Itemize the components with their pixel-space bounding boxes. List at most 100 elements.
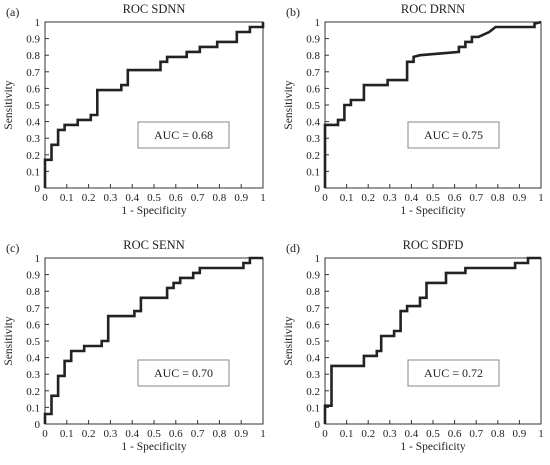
panel-letter: (b) xyxy=(286,5,300,19)
y-axis-label: Sensitivity xyxy=(3,316,15,365)
y-tick-label: 0.7 xyxy=(26,303,40,315)
chart-title: ROC DRNN xyxy=(401,2,465,16)
x-tick-label: 0.1 xyxy=(60,192,74,204)
roc-curve xyxy=(323,256,541,424)
x-tick-label: 0.3 xyxy=(383,428,397,440)
y-tick-label: 0.3 xyxy=(306,133,320,145)
x-tick-label: 0.6 xyxy=(448,428,462,440)
y-tick-label: 0.9 xyxy=(26,34,40,46)
x-tick-label: 0.2 xyxy=(361,428,375,440)
chart-title: ROC SDNN xyxy=(123,2,186,16)
x-tick-label: 0.7 xyxy=(469,192,483,204)
y-tick-label: 0.9 xyxy=(306,34,320,46)
x-tick-label: 0.4 xyxy=(125,192,139,204)
x-tick-label: 0.1 xyxy=(340,192,354,204)
y-tick-label: 0 xyxy=(315,419,321,431)
auc-box xyxy=(137,359,230,387)
x-tick-label: 0.1 xyxy=(340,428,354,440)
auc-label: AUC = 0.70 xyxy=(154,366,213,380)
x-axis-label: 1 - Specificity xyxy=(400,441,465,453)
y-tick-label: 0.5 xyxy=(26,336,40,348)
y-tick-label: 0.2 xyxy=(306,150,320,162)
x-tick-label: 0 xyxy=(42,192,48,204)
roc-panel-1: (a) ROC SDNN 0 0.1 0.2 0.3 0.4 0.5 0.6 0.7 0.8 0.9 1… xyxy=(3,2,266,217)
y-tick-label: 0.6 xyxy=(26,319,40,331)
y-tick-label: 0 xyxy=(35,183,41,195)
x-tick-label: 0.9 xyxy=(513,428,527,440)
auc-label: AUC = 0.68 xyxy=(154,128,213,142)
y-tick-label: 0.4 xyxy=(26,117,40,129)
x-tick-label: 0 xyxy=(322,428,328,440)
x-tick-label: 0.9 xyxy=(234,428,248,440)
x-tick-label: 0.2 xyxy=(82,192,96,204)
plot-frame xyxy=(44,21,264,189)
y-tick-label: 0.7 xyxy=(306,303,320,315)
y-tick-label: 0.3 xyxy=(26,133,40,145)
x-tick-label: 1 xyxy=(260,428,266,440)
x-tick-label: 0.4 xyxy=(125,428,139,440)
y-tick-label: 0.1 xyxy=(26,166,40,178)
x-tick-label: 0.7 xyxy=(191,192,205,204)
x-axis-label: 1 - Specificity xyxy=(400,205,465,217)
x-tick-label: 0.8 xyxy=(491,428,505,440)
y-tick-label: 0.3 xyxy=(26,369,40,381)
x-tick-label: 1 xyxy=(260,192,266,204)
y-tick-label: 0.6 xyxy=(306,319,320,331)
y-tick-label: 0.4 xyxy=(306,117,320,129)
y-tick-label: 0.1 xyxy=(306,166,320,178)
y-axis-label: Sensitivity xyxy=(283,316,295,365)
chart-title: ROC SDFD xyxy=(403,238,464,252)
plot-frame xyxy=(44,257,264,425)
x-tick-label: 0.6 xyxy=(169,428,183,440)
panel-letter: (c) xyxy=(6,241,19,255)
y-tick-label: 0.2 xyxy=(26,150,40,162)
x-tick-label: 0.3 xyxy=(383,192,397,204)
x-tick-label: 0.7 xyxy=(191,428,205,440)
y-tick-label: 0.8 xyxy=(306,50,320,62)
x-tick-label: 0.2 xyxy=(361,192,375,204)
x-tick-label: 0.8 xyxy=(491,192,505,204)
roc-panel-3: (c) ROC SENN 0 0.1 0.2 0.3 0.4 0.5 0.6 0.7 0.8 0.9 1… xyxy=(3,238,266,453)
x-tick-label: 0.8 xyxy=(213,428,227,440)
x-tick-label: 0.2 xyxy=(82,428,96,440)
y-tick-label: 0.3 xyxy=(306,369,320,381)
y-axis-label: Sensitivity xyxy=(3,80,15,129)
y-tick-label: 0.5 xyxy=(306,100,320,112)
y-tick-label: 0.7 xyxy=(26,67,40,79)
x-tick-label: 0.6 xyxy=(448,192,462,204)
y-tick-label: 0.4 xyxy=(26,353,40,365)
y-tick-label: 0.5 xyxy=(26,100,40,112)
x-tick-label: 0.4 xyxy=(405,192,419,204)
y-tick-label: 0.2 xyxy=(26,386,40,398)
y-tick-label: 0 xyxy=(315,183,321,195)
x-tick-label: 0.5 xyxy=(147,192,161,204)
y-tick-label: 0.1 xyxy=(306,402,320,414)
y-axis-label: Sensitivity xyxy=(283,80,295,129)
auc-box xyxy=(137,121,230,149)
panel-letter: (a) xyxy=(6,5,19,19)
y-tick-label: 0.1 xyxy=(26,402,40,414)
y-tick-label: 0.9 xyxy=(26,270,40,282)
y-tick-label: 0.6 xyxy=(26,83,40,95)
x-tick-label: 0.7 xyxy=(469,428,483,440)
y-tick-label: 0 xyxy=(35,419,41,431)
roc-curve xyxy=(43,22,265,188)
x-tick-label: 1 xyxy=(538,428,544,440)
roc-panel-2: (b) ROC DRNN 0 0.1 0.2 0.3 0.4 0.5 0.6 0.7 0.8 0.9 1… xyxy=(283,2,544,217)
auc-label: AUC = 0.75 xyxy=(424,128,483,142)
x-tick-label: 0.9 xyxy=(234,192,248,204)
auc-label: AUC = 0.72 xyxy=(424,366,483,380)
roc-curve xyxy=(43,256,263,424)
y-tick-label: 0.7 xyxy=(306,67,320,79)
y-tick-label: 0.8 xyxy=(26,286,40,298)
x-tick-label: 0 xyxy=(42,428,48,440)
y-tick-label: 0.6 xyxy=(306,83,320,95)
x-axis-label: 1 - Specificity xyxy=(121,205,186,217)
y-tick-label: 0.8 xyxy=(306,286,320,298)
x-tick-label: 0 xyxy=(322,192,328,204)
panel-letter: (d) xyxy=(286,241,300,255)
x-tick-label: 0.5 xyxy=(426,428,440,440)
x-tick-label: 0.1 xyxy=(60,428,74,440)
x-axis-label: 1 - Specificity xyxy=(121,441,186,453)
